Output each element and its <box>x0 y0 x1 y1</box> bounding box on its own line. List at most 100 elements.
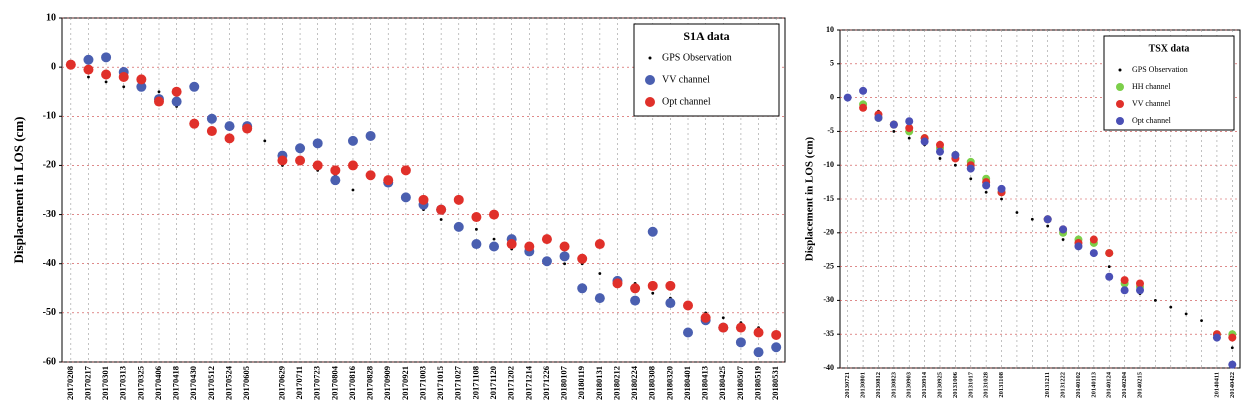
channel-point <box>489 241 500 252</box>
legend-marker <box>645 97 655 107</box>
channel-point <box>1105 249 1114 258</box>
channel-point <box>224 121 235 132</box>
channel-point <box>347 135 358 146</box>
channel-point <box>920 137 929 146</box>
channel-point <box>330 175 341 186</box>
x-tick-label: 20131211 <box>1044 372 1051 398</box>
gps-point <box>598 272 602 275</box>
channel-point <box>1105 272 1114 281</box>
channel-point <box>541 256 552 267</box>
x-tick-label: 20180131 <box>594 366 604 400</box>
y-tick-label: -60 <box>43 356 56 367</box>
x-tick-label: 20180224 <box>629 365 639 400</box>
gps-point <box>1000 197 1003 201</box>
x-tick-label: 20180401 <box>682 366 692 400</box>
x-tick-label: 20131108 <box>998 371 1005 397</box>
legend-box <box>1103 35 1235 131</box>
channel-point <box>594 239 605 250</box>
channel-point <box>383 175 394 186</box>
x-tick-label: 20171003 <box>417 366 427 400</box>
legend-label: GPS Observation <box>662 52 732 63</box>
x-tick-label: 20131028 <box>983 371 990 398</box>
channel-point <box>612 278 623 289</box>
x-tick-label: 20180212 <box>611 366 621 400</box>
legend-marker <box>1116 100 1124 108</box>
channel-point <box>153 96 164 107</box>
channel-point <box>118 71 129 82</box>
y-tick-label: -20 <box>43 160 56 171</box>
channel-point <box>951 151 960 160</box>
gps-point <box>1169 305 1173 309</box>
channel-point <box>905 117 914 126</box>
x-tick-label: 20170217 <box>82 365 92 400</box>
channel-point <box>647 280 658 291</box>
channel-point <box>735 337 746 348</box>
x-tick-label: 20180107 <box>559 365 569 400</box>
x-tick-label: 20140422 <box>1229 372 1236 398</box>
channel-point <box>312 160 323 171</box>
channel-point <box>471 239 482 250</box>
channel-point <box>982 181 991 190</box>
channel-point <box>489 209 500 220</box>
channel-point <box>365 130 376 141</box>
gps-point <box>122 85 126 89</box>
channel-point <box>1074 242 1083 251</box>
channel-point <box>400 192 411 203</box>
y-tick-label: -30 <box>823 295 834 304</box>
channel-point <box>365 170 376 181</box>
channel-point <box>224 133 235 144</box>
legend-marker <box>1116 117 1124 125</box>
x-tick-label: 20170325 <box>135 366 145 400</box>
x-tick-label: 20140411 <box>1213 372 1220 398</box>
gps-point <box>1200 319 1203 323</box>
channel-point <box>101 52 112 63</box>
channel-point <box>436 204 447 215</box>
legend-label: GPS Observation <box>1132 65 1188 74</box>
x-tick-label: 20170921 <box>400 366 410 400</box>
gps-point <box>157 90 161 94</box>
channel-point <box>83 54 94 65</box>
channel-point <box>905 124 914 133</box>
x-tick-label: 20171015 <box>435 366 445 400</box>
x-tick-label: 20171202 <box>506 366 516 400</box>
y-tick-label: 10 <box>826 25 834 34</box>
channel-point <box>630 283 641 294</box>
x-tick-label: 20130812 <box>875 372 882 398</box>
channel-point <box>1043 215 1052 224</box>
gps-point <box>1153 299 1157 302</box>
y-tick-label: -20 <box>823 228 834 237</box>
x-tick-label: 20170711 <box>294 366 304 400</box>
gps-point <box>1046 224 1050 228</box>
gps-point <box>351 188 355 192</box>
x-tick-label: 20130823 <box>890 371 897 398</box>
x-tick-label: 20130925 <box>936 371 943 398</box>
gps-point <box>651 291 655 295</box>
x-tick-label: 20170804 <box>329 365 339 400</box>
channel-point <box>874 113 883 122</box>
y-tick-label: 0 <box>51 61 56 72</box>
x-tick-label: 20170208 <box>65 366 75 400</box>
y-tick-label: -40 <box>823 363 834 372</box>
y-tick-label: -10 <box>823 160 834 169</box>
channel-point <box>997 184 1006 193</box>
channel-point <box>683 300 694 311</box>
legend-label: HH channel <box>1132 82 1171 91</box>
legend-marker <box>1116 83 1124 91</box>
x-tick-label: 20180425 <box>717 366 727 400</box>
gps-point <box>907 136 911 140</box>
channel-point <box>559 241 570 252</box>
gps-point <box>563 262 566 266</box>
gps-point <box>492 237 496 241</box>
gps-point <box>1107 265 1111 268</box>
legend-marker <box>645 75 655 85</box>
gps-point <box>263 139 267 143</box>
gps-point <box>1030 217 1034 221</box>
y-tick-label: 0 <box>830 92 834 101</box>
channel-point <box>859 103 868 112</box>
channel-point <box>312 138 323 149</box>
x-tick-label: 20131006 <box>952 371 959 398</box>
y-tick-label: -30 <box>43 209 56 220</box>
legend-marker <box>1118 68 1122 72</box>
y-tick-label: -35 <box>823 329 834 338</box>
x-tick-label: 20140215 <box>1136 371 1143 398</box>
